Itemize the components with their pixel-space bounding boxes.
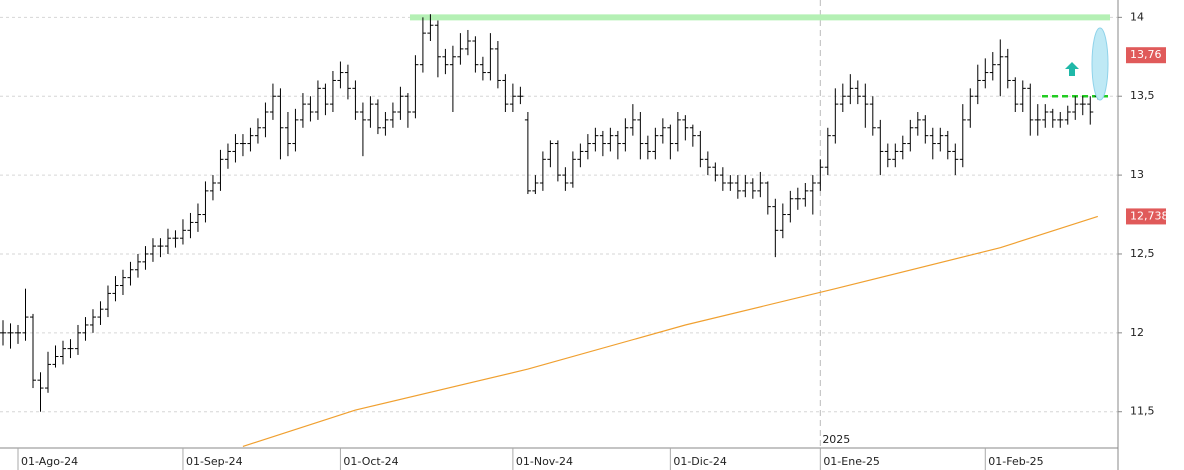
x-tick-label: 01-Ago-24 bbox=[21, 455, 78, 468]
year-label: 2025 bbox=[822, 433, 850, 446]
price-tag bbox=[1126, 47, 1166, 64]
y-tick-label: 13 bbox=[1130, 168, 1144, 181]
price-tag-label: 13,76 bbox=[1130, 48, 1162, 61]
y-tick-label: 11,5 bbox=[1130, 405, 1155, 418]
x-tick-label: 01-Nov-24 bbox=[516, 455, 573, 468]
x-tick-label: 01-Feb-25 bbox=[988, 455, 1043, 468]
marks-layer bbox=[0, 14, 1110, 447]
up-arrow bbox=[1065, 62, 1079, 76]
x-tick-label: 01-Sep-24 bbox=[186, 455, 243, 468]
label-layer: 11,5 12 12,5 13 13,5 14 01-Ago-24 01-Sep-24 01-O… bbox=[17, 10, 1169, 470]
y-tick-label: 13,5 bbox=[1130, 89, 1155, 102]
highlight-ellipse bbox=[1091, 27, 1109, 101]
y-tick-label: 12 bbox=[1130, 326, 1144, 339]
price-tag bbox=[1126, 208, 1166, 225]
y-tick-label: 12,5 bbox=[1130, 247, 1155, 260]
price-tag-label: 12,738 bbox=[1130, 209, 1169, 222]
moving-average bbox=[242, 215, 1098, 447]
y-tick-label: 14 bbox=[1130, 10, 1144, 23]
x-tick-label: 01-Oct-24 bbox=[343, 455, 398, 468]
x-tick-label: 01-Dic-24 bbox=[673, 455, 727, 468]
x-tick-label: 01-Ene-25 bbox=[823, 455, 880, 468]
